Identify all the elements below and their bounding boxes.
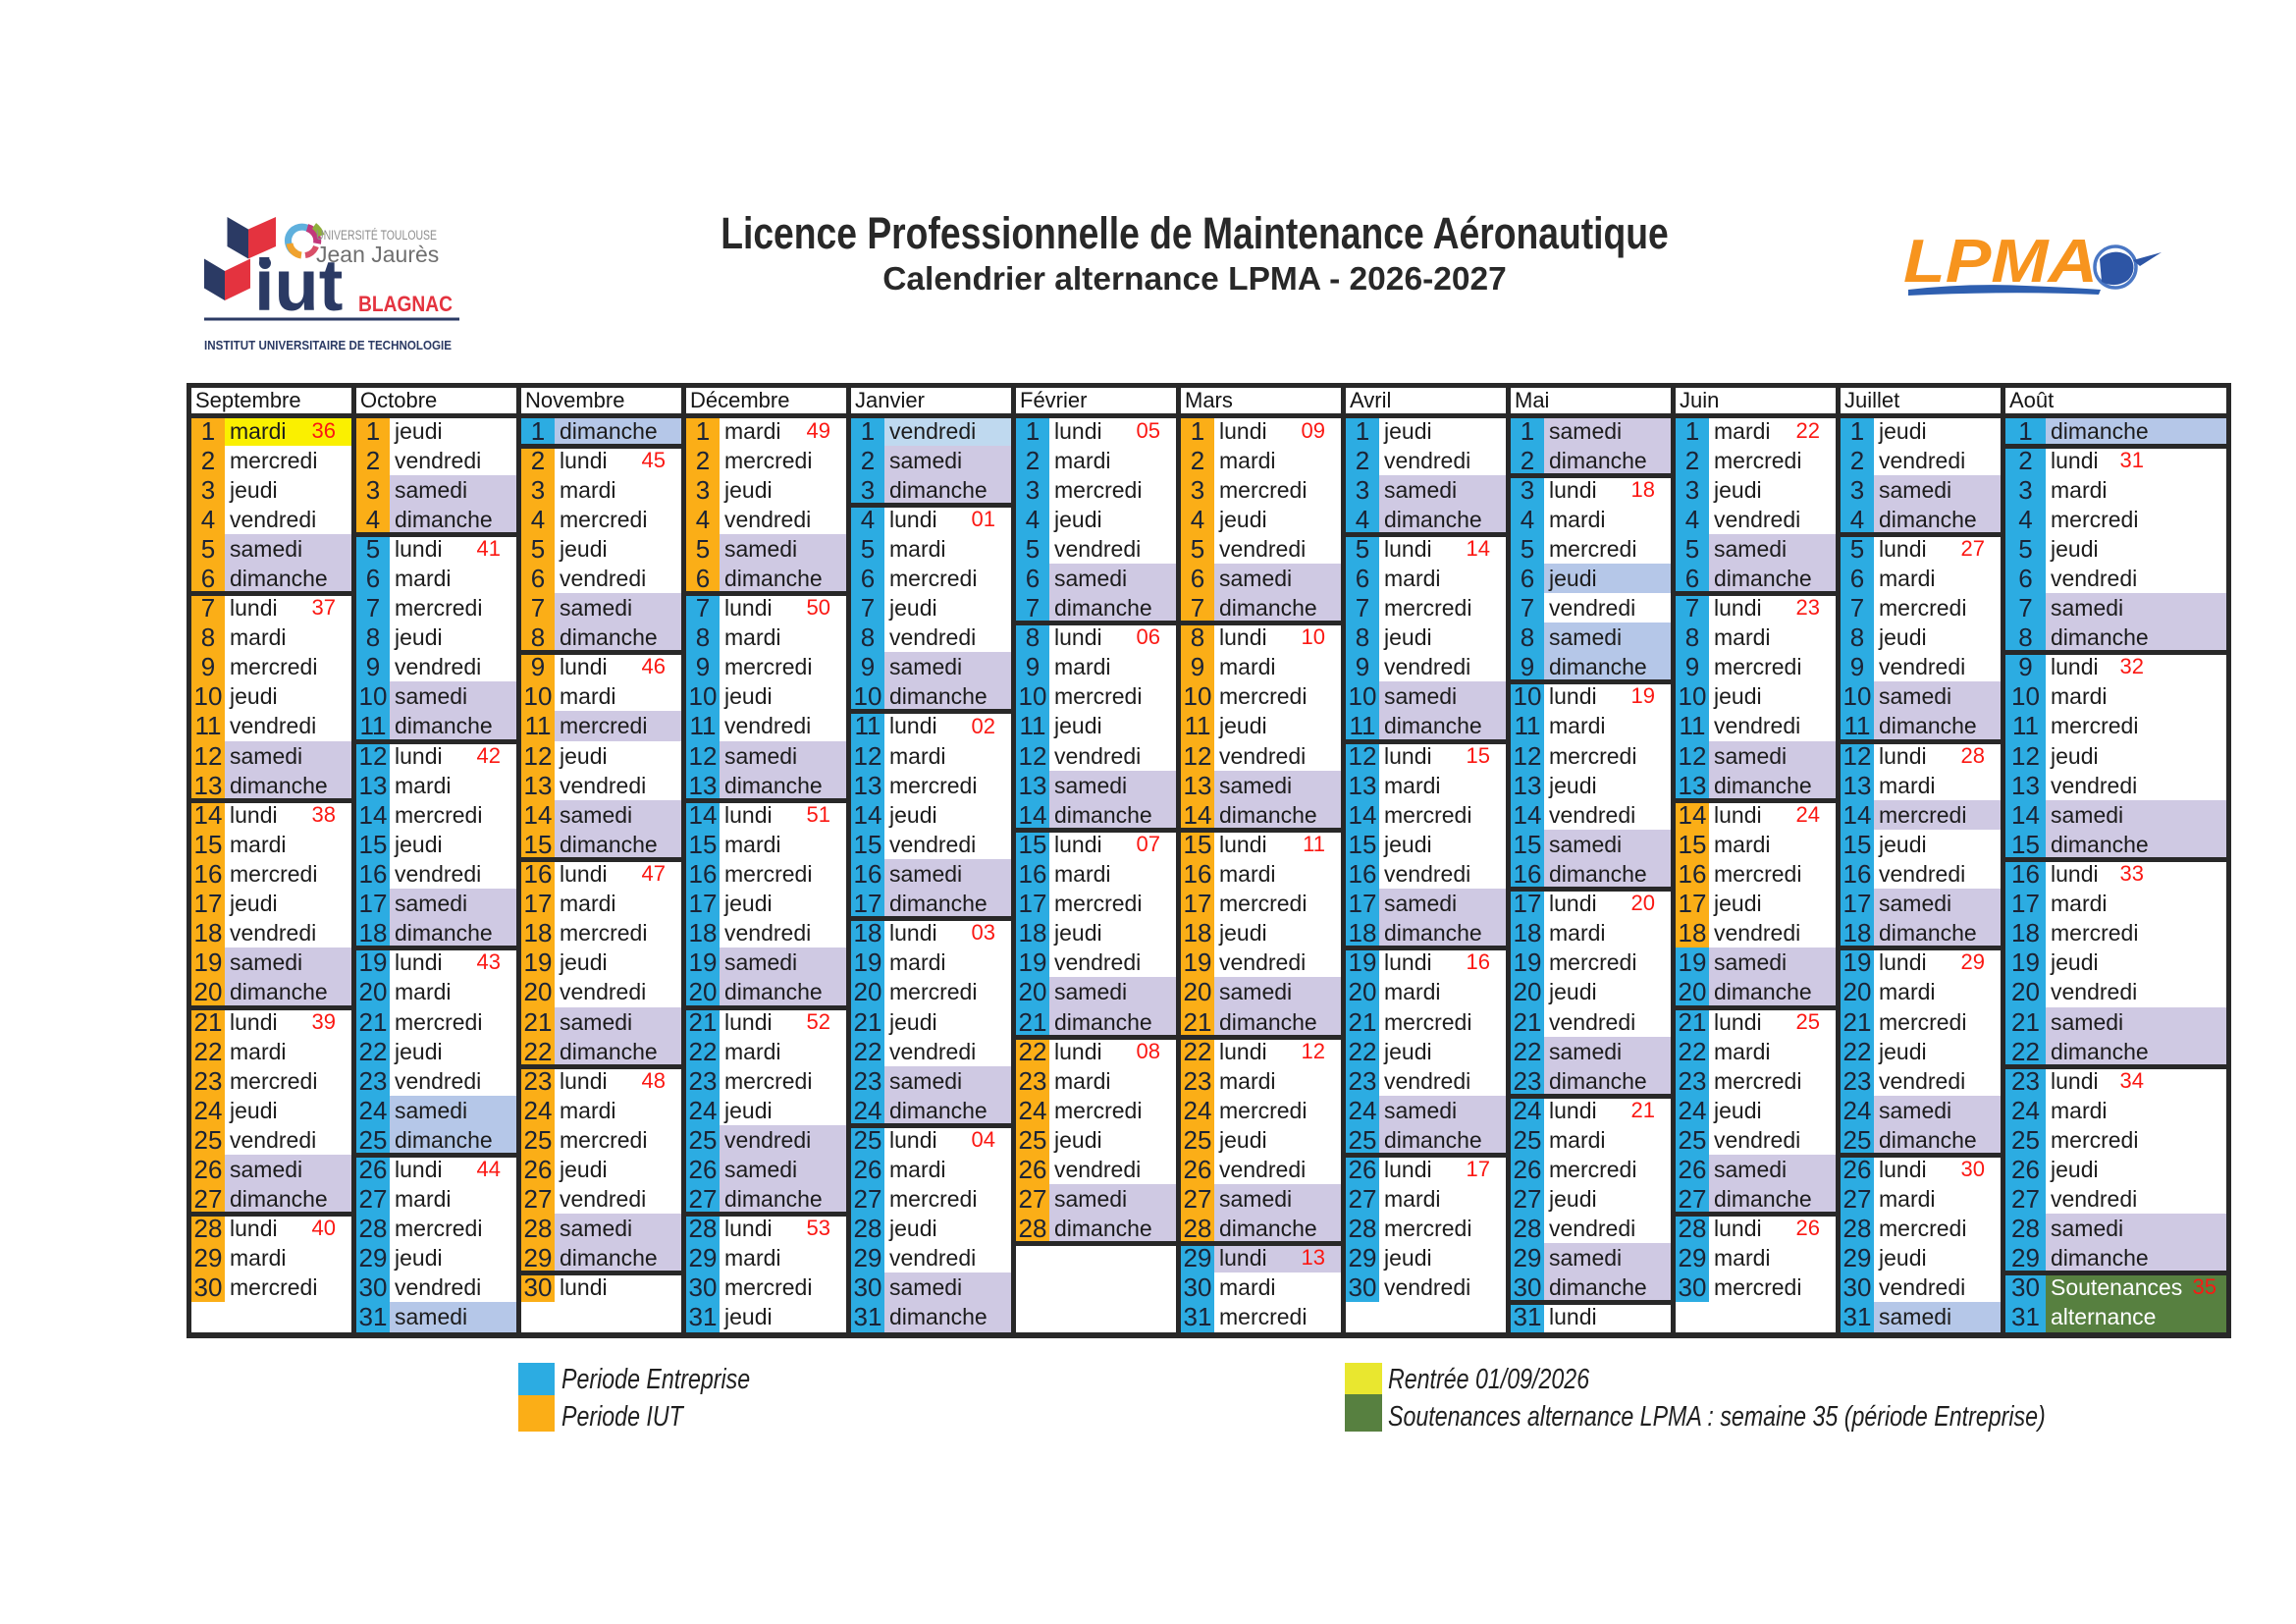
svg-text:LPMA: LPMA — [1903, 228, 2098, 296]
svg-text:BLAGNAC: BLAGNAC — [358, 292, 453, 316]
svg-text:Jean Jaurès: Jean Jaurès — [316, 242, 439, 267]
svg-text:UNIVERSITÉ TOULOUSE: UNIVERSITÉ TOULOUSE — [316, 228, 437, 243]
svg-text:INSTITUT UNIVERSITAIRE DE TECH: INSTITUT UNIVERSITAIRE DE TECHNOLOGIE — [204, 338, 452, 352]
svg-text:iut: iut — [254, 244, 343, 326]
